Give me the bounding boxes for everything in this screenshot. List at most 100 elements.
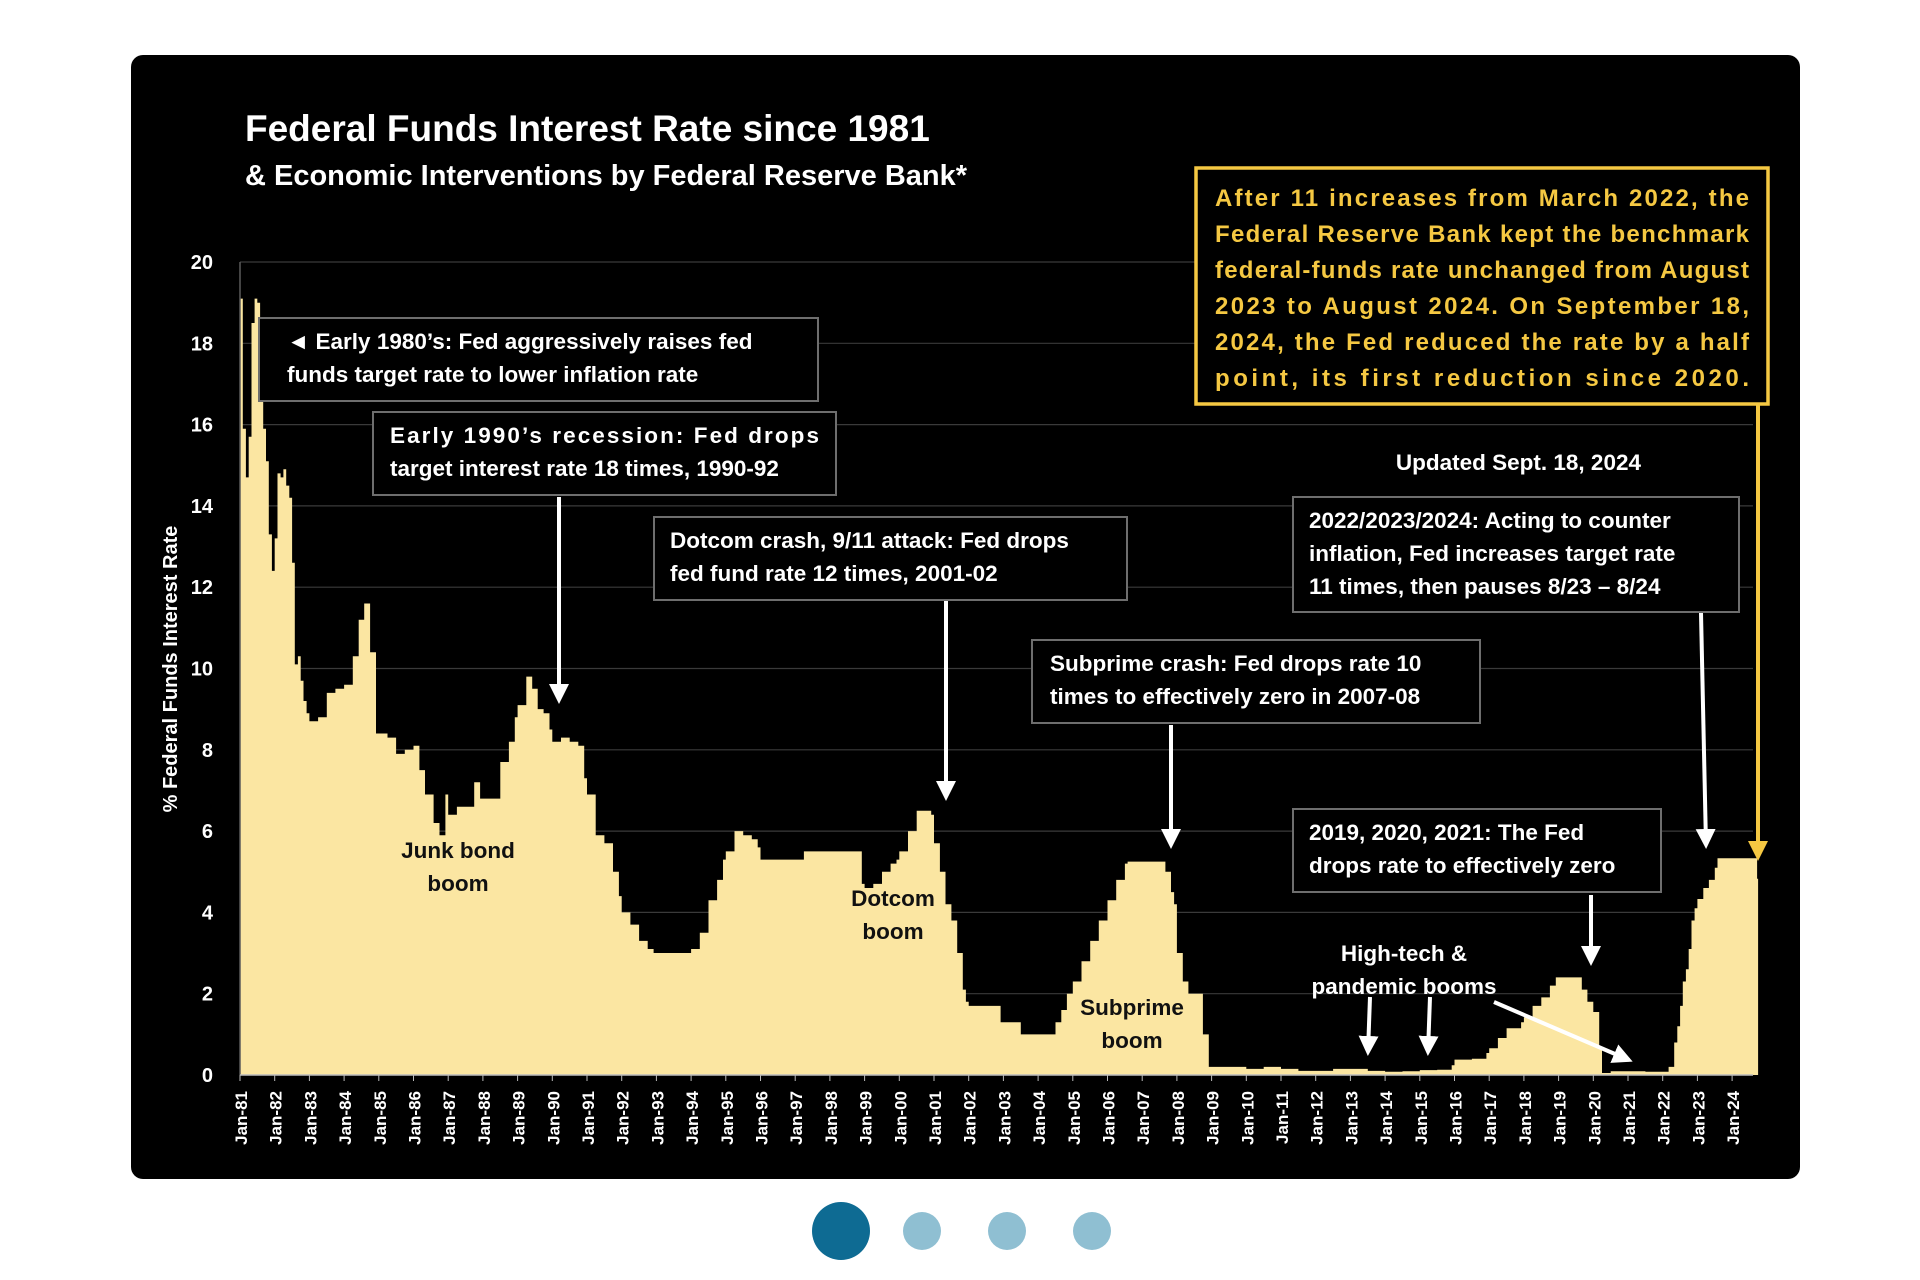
x-tick-label: Jan-93 <box>648 1091 667 1145</box>
annotation-line: Subprime crash: Fed drops rate 10 <box>1050 651 1421 676</box>
annotation-line: fed fund rate 12 times, 2001-02 <box>670 561 998 586</box>
chart-title: Federal Funds Interest Rate since 1981 <box>245 108 930 149</box>
annotation-line: Dotcom crash, 9/11 attack: Fed drops <box>670 528 1069 553</box>
annotation-line: 11 times, then pauses 8/23 – 8/24 <box>1309 574 1661 599</box>
carousel-dot-2[interactable] <box>903 1212 941 1250</box>
x-tick-label: Jan-22 <box>1655 1091 1674 1145</box>
arrow-acting <box>1695 612 1716 849</box>
boom-label-line: pandemic booms <box>1311 974 1496 999</box>
x-tick-label: Jan-08 <box>1169 1091 1188 1145</box>
boom-label-line: boom <box>1101 1028 1162 1053</box>
annotation-box <box>653 516 1128 601</box>
chart-svg: 0 2 4 6 8 10 12 14 16 18 20 Jan-81 Jan-82 Jan-83 Jan-8… <box>160 108 1770 1145</box>
annotation-subprime-crash: Subprime crash: Fed drops rate 10 times t… <box>1031 639 1481 724</box>
x-tick-label: Jan-19 <box>1551 1091 1570 1145</box>
annotation-box <box>372 411 837 496</box>
x-tick-label: Jan-10 <box>1238 1091 1257 1145</box>
boom-label-line: High-tech & <box>1341 941 1467 966</box>
carousel-dot-4[interactable] <box>1073 1212 1111 1250</box>
x-tick-label: Jan-90 <box>544 1091 563 1145</box>
callout-line: point, its first reduction since 2020. <box>1215 365 1749 392</box>
y-tick-label: 12 <box>191 577 213 599</box>
x-tick-label: Jan-96 <box>753 1091 772 1145</box>
y-tick-label: 6 <box>202 821 213 843</box>
x-tick-label: Jan-09 <box>1204 1091 1223 1145</box>
x-tick-label: Jan-24 <box>1724 1090 1743 1144</box>
x-tick-label: Jan-82 <box>267 1091 286 1145</box>
y-axis-title: % Federal Funds Interest Rate <box>160 526 182 813</box>
x-tick-label: Jan-91 <box>579 1091 598 1145</box>
callout-line: federal-funds rate unchanged from August <box>1215 257 1749 284</box>
x-tick-label: Jan-92 <box>614 1091 633 1145</box>
boom-label-junk-bond: Junk bond boom <box>401 838 515 896</box>
annotation-line: target interest rate 18 times, 1990-92 <box>390 456 779 481</box>
annotation-acting-2022: 2022/2023/2024: Acting to counter inflati… <box>1292 496 1740 613</box>
annotation-line: 2022/2023/2024: Acting to counter <box>1309 508 1671 533</box>
boom-label-line: Junk bond <box>401 838 515 863</box>
x-tick-label: Jan-03 <box>995 1091 1014 1145</box>
x-tick-label: Jan-15 <box>1412 1091 1431 1145</box>
annotation-box <box>1031 639 1481 724</box>
y-tick-label: 20 <box>191 252 213 274</box>
annotation-line: inflation, Fed increases target rate <box>1309 541 1675 566</box>
chart-card: 0 2 4 6 8 10 12 14 16 18 20 Jan-81 Jan-82 Jan-83 Jan-8… <box>131 55 1800 1179</box>
boom-label-line: boom <box>427 871 488 896</box>
x-tick-label: Jan-81 <box>232 1091 251 1145</box>
y-tick-label: 4 <box>202 902 214 924</box>
x-tick-label: Jan-97 <box>787 1091 806 1145</box>
callout-frame <box>1194 166 1770 406</box>
x-tick-label: Jan-11 <box>1273 1091 1292 1144</box>
callout-line: 2024, the Fed reduced the rate by a half <box>1215 329 1750 356</box>
x-tick-label: Jan-17 <box>1481 1091 1500 1145</box>
x-tick-label: Jan-89 <box>510 1091 529 1145</box>
arrow-hightech-2 <box>1418 996 1439 1056</box>
x-tick-label: Jan-06 <box>1100 1091 1119 1145</box>
x-tick-label: Jan-07 <box>1134 1091 1153 1145</box>
x-tick-label: Jan-01 <box>926 1091 945 1145</box>
x-tick-label: Jan-94 <box>683 1090 702 1144</box>
x-tick-label: Jan-14 <box>1377 1090 1396 1144</box>
annotation-box <box>1292 496 1740 613</box>
x-tick-label: Jan-23 <box>1689 1091 1708 1145</box>
rate-area <box>240 298 1759 1076</box>
annotation-line: 2019, 2020, 2021: The Fed <box>1309 820 1584 845</box>
chart-subtitle: & Economic Interventions by Federal Rese… <box>245 160 968 192</box>
carousel-dot-3[interactable] <box>988 1212 1026 1250</box>
annotation-box <box>1292 808 1662 893</box>
boom-label-line: boom <box>862 919 923 944</box>
annotation-zero-2019: 2019, 2020, 2021: The Fed drops rate to e… <box>1292 808 1662 893</box>
boom-label-line: Dotcom <box>851 886 935 911</box>
carousel-dot-1[interactable] <box>812 1202 870 1260</box>
x-tick-label: Jan-86 <box>406 1091 425 1145</box>
arrow-hightech-1 <box>1358 996 1379 1056</box>
callout-box: After 11 increases from March 2022, the F… <box>1194 166 1770 406</box>
annotation-line: funds target rate to lower inflation rat… <box>287 362 698 387</box>
arrow-hightech-3 <box>1493 1000 1633 1063</box>
y-tick-label: 10 <box>191 659 213 681</box>
x-tick-label: Jan-04 <box>1030 1090 1049 1144</box>
y-tick-label: 0 <box>202 1065 213 1087</box>
x-tick-label: Jan-20 <box>1585 1091 1604 1145</box>
x-tick-label: Jan-87 <box>440 1091 459 1145</box>
boom-label-line: Subprime <box>1080 995 1184 1020</box>
x-tick-label: Jan-98 <box>822 1091 841 1145</box>
x-tick-label: Jan-99 <box>857 1091 876 1145</box>
callout-line: Federal Reserve Bank kept the benchmark <box>1215 221 1750 248</box>
annotation-box <box>258 317 819 402</box>
x-tick-label: Jan-21 <box>1620 1091 1639 1145</box>
x-tick-label: Jan-00 <box>891 1091 910 1145</box>
x-tick-label: Jan-16 <box>1447 1091 1466 1145</box>
y-tick-label: 16 <box>191 415 213 437</box>
callout-line: After 11 increases from March 2022, the <box>1215 185 1749 212</box>
annotation-early-1980s: ◄ Early 1980’s: Fed aggressively raises … <box>258 317 819 402</box>
updated-text: Updated Sept. 18, 2024 <box>1396 450 1642 475</box>
boom-label-hightech: High-tech & pandemic booms <box>1311 941 1496 999</box>
y-tick-label: 8 <box>202 740 213 762</box>
x-tick-label: Jan-95 <box>718 1091 737 1145</box>
x-tick-label: Jan-05 <box>1065 1091 1084 1145</box>
x-tick-label: Jan-88 <box>475 1091 494 1145</box>
y-tick-label: 18 <box>191 333 213 355</box>
annotation-line: Early 1990’s recession: Fed drops <box>390 423 819 448</box>
annotation-early-1990s: Early 1990’s recession: Fed drops target … <box>372 411 837 496</box>
y-tick-label: 2 <box>202 984 213 1006</box>
